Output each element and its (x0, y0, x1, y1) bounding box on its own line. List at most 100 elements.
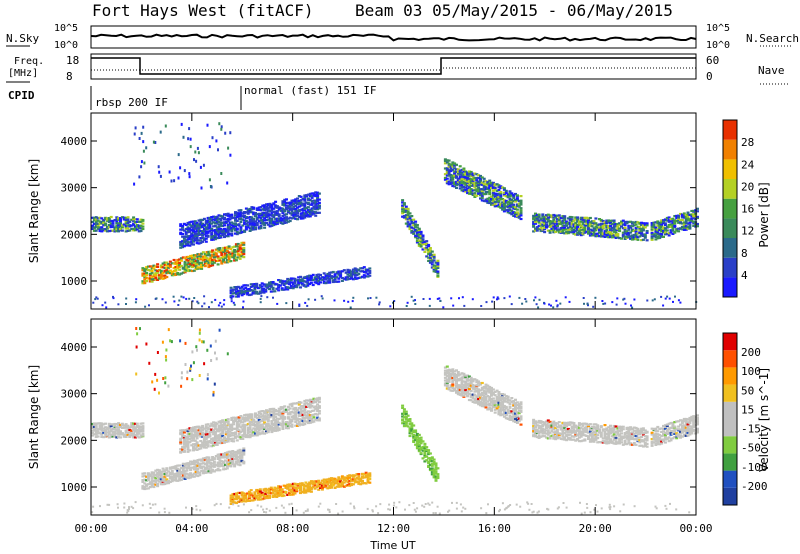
velocity-echo-cell (154, 483, 158, 486)
velocity-echo-cell (455, 380, 458, 383)
power-echo-cell (178, 273, 182, 276)
velocity-echo-cell (226, 437, 230, 440)
velocity-echo-cell (126, 426, 130, 429)
power-echo-cell (464, 181, 468, 185)
velocity-echo-cell (259, 425, 263, 428)
power-echo-cell (201, 218, 205, 222)
power-echo-cell (696, 225, 699, 228)
velocity-echo-cell (296, 408, 299, 412)
power-echo-cell (148, 272, 152, 275)
velocity-echo-cell (159, 470, 163, 473)
velocity-echo-cell (192, 463, 196, 466)
power-echo-cell (120, 216, 124, 219)
power-echo-cell (259, 227, 263, 230)
velocity-echo-cell (209, 465, 213, 468)
velocity-echo-cell (170, 480, 174, 483)
power-echo-cell (244, 211, 248, 214)
velocity-echo-cell (351, 475, 355, 478)
velocity-echo-cell (286, 493, 290, 496)
power-ground-scatter-cell (135, 298, 138, 301)
power-echo-cell (331, 270, 335, 274)
power-echo-cell (467, 177, 471, 180)
power-ground-scatter-cell (347, 300, 350, 303)
power-echo-cell (627, 236, 631, 239)
power-echo-cell (299, 217, 303, 220)
power-echo-cell (96, 225, 100, 228)
velocity-echo-cell (254, 429, 257, 432)
velocity-echo-cell (217, 430, 221, 433)
velocity-echo-cell (268, 494, 271, 498)
power-echo-cell (614, 223, 618, 226)
velocity-echo-cell (274, 425, 278, 428)
velocity-echo-cell (355, 480, 359, 483)
velocity-echo-cell (432, 472, 436, 475)
power-echo-cell (240, 243, 244, 247)
velocity-echo-cell (157, 470, 161, 473)
power-echo-cell (174, 272, 178, 275)
velocity-echo-cell (239, 431, 243, 434)
power-echo-cell (449, 173, 453, 177)
velocity-echo-cell (305, 402, 309, 405)
velocity-echo-cell (266, 496, 270, 500)
power-echo-cell (219, 224, 223, 227)
velocity-echo-cell (184, 437, 188, 440)
power-echo-cell (201, 251, 205, 254)
velocity-echo-cell (313, 487, 317, 490)
power-echo-cell (213, 238, 217, 241)
velocity-echo-cell (243, 416, 247, 420)
velocity-echo-cell (201, 424, 205, 428)
velocity-echo-cell (198, 474, 202, 477)
velocity-echo-cell (288, 407, 292, 410)
power-echo-cell (497, 186, 501, 189)
velocity-echo-cell (275, 423, 279, 426)
power-echo-cell (200, 258, 204, 261)
power-echo-cell (588, 221, 592, 224)
velocity-echo-cell (113, 430, 117, 433)
power-echo-cell (265, 214, 268, 217)
power-echo-cell (534, 219, 537, 222)
power-ground-scatter-cell (412, 299, 415, 302)
velocity-echo-cell (212, 425, 216, 428)
power-echo-cell (484, 186, 488, 189)
power-echo-cell (650, 237, 654, 240)
power-echo-cell (233, 288, 237, 291)
power-echo-cell (366, 268, 370, 271)
power-echo-cell (316, 191, 320, 194)
velocity-echo-cell (181, 467, 185, 471)
power-echo-cell (552, 225, 556, 228)
power-echo-cell (291, 277, 295, 280)
power-echo-cell (535, 218, 539, 222)
power-ground-scatter-cell (343, 299, 346, 302)
power-echo-cell (161, 266, 165, 269)
power-echo-cell (270, 217, 274, 220)
velocity-echo-cell (306, 421, 310, 425)
power-echo-cell (458, 182, 462, 185)
velocity-echo-cell (225, 465, 229, 468)
power-echo-cell (471, 178, 475, 181)
power-echo-cell (508, 201, 512, 204)
power-echo-cell (190, 262, 194, 265)
power-echo-cell (410, 226, 414, 229)
power-echo-cell (330, 276, 333, 280)
velocity-echo-cell (202, 435, 206, 438)
velocity-echo-cell (239, 415, 243, 418)
velocity-echo-cell (204, 433, 208, 436)
velocity-echo-cell (432, 474, 436, 477)
velocity-echo-cell (447, 380, 451, 383)
velocity-echo-cell (456, 387, 460, 390)
power-echo-cell (688, 221, 692, 224)
velocity-echo-cell (212, 463, 216, 466)
velocity-echo-cell (212, 421, 216, 424)
power-echo-cell (183, 265, 187, 268)
power-echo-cell (204, 219, 208, 223)
power-echo-cell (502, 191, 506, 194)
velocity-echo-cell (285, 410, 288, 413)
power-echo-cell (313, 278, 317, 281)
power-echo-cell (202, 237, 206, 240)
power-echo-cell (234, 216, 237, 220)
power-echo-cell (652, 221, 656, 224)
velocity-echo-cell (152, 485, 156, 489)
power-echo-cell (192, 226, 195, 229)
power-echo-cell (278, 279, 282, 282)
